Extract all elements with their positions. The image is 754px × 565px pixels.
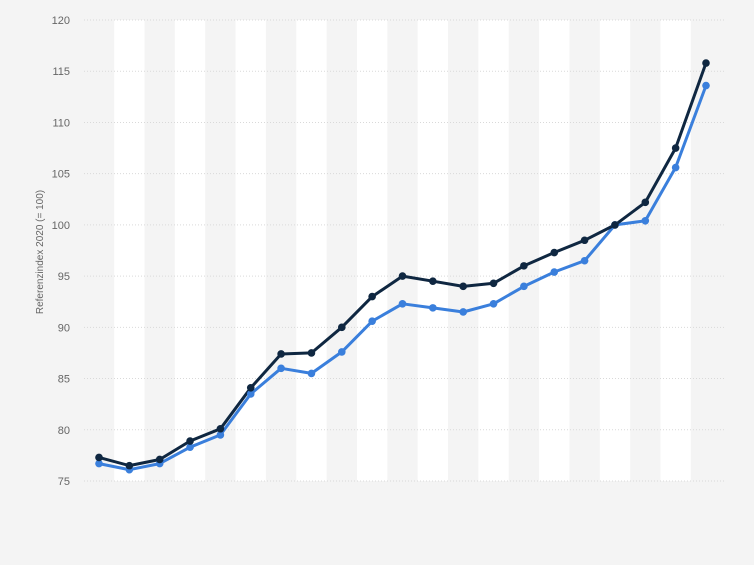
data-point[interactable] [520,282,528,291]
data-point[interactable] [186,443,194,451]
data-point[interactable] [216,431,225,439]
data-point[interactable] [641,198,650,207]
y-tick-label: 95 [58,271,70,283]
data-point[interactable] [702,81,710,90]
background-band [599,20,631,481]
data-point[interactable] [671,163,680,172]
background-band [356,20,388,481]
background-band [235,20,266,481]
data-point[interactable] [277,364,285,373]
data-point[interactable] [368,292,376,301]
y-axis: 75 80 85 90 95 100 105 110 115 120 [52,15,70,488]
data-point[interactable] [186,437,194,445]
y-tick-label: 110 [52,117,70,129]
data-point[interactable] [246,390,255,398]
data-point[interactable] [489,299,498,308]
background-band [114,20,145,481]
data-point[interactable] [641,216,650,225]
data-point[interactable] [125,461,134,470]
data-point[interactable] [489,279,498,288]
data-point[interactable] [550,248,559,257]
background-bands [114,20,691,481]
data-point[interactable] [520,262,528,270]
series-points [95,59,710,474]
y-tick-label: 85 [58,374,70,386]
data-point[interactable] [398,299,407,308]
y-tick-label: 90 [58,322,70,334]
data-point[interactable] [368,317,376,325]
data-point[interactable] [550,268,559,276]
y-tick-label: 80 [58,425,70,437]
background-band [417,20,449,481]
data-point[interactable] [155,455,164,464]
data-point[interactable] [398,272,407,280]
data-point[interactable] [459,308,468,316]
data-point[interactable] [277,350,285,358]
y-tick-label: 120 [52,15,70,27]
background-band [660,20,691,481]
y-axis-title: Referenzindex 2020 (= 100) [35,190,46,314]
background-band [478,20,509,481]
data-point[interactable] [307,369,316,378]
background-band [174,20,206,481]
y-tick-label: 100 [52,220,70,232]
data-point[interactable] [95,453,103,462]
data-point[interactable] [95,459,103,468]
data-point[interactable] [459,282,468,291]
data-point[interactable] [307,349,316,357]
data-point[interactable] [580,236,589,245]
data-point[interactable] [246,383,255,392]
data-point[interactable] [580,256,589,265]
background-band [296,20,327,481]
y-tick-label: 75 [58,476,70,488]
data-point[interactable] [216,424,225,433]
data-point[interactable] [429,277,437,286]
data-point[interactable] [611,221,619,229]
data-point[interactable] [429,304,437,312]
y-tick-label: 115 [52,66,70,78]
y-tick-label: 105 [52,169,70,181]
data-point[interactable] [671,144,680,152]
data-point[interactable] [338,323,346,332]
data-point[interactable] [338,348,346,356]
data-point[interactable] [702,59,710,67]
